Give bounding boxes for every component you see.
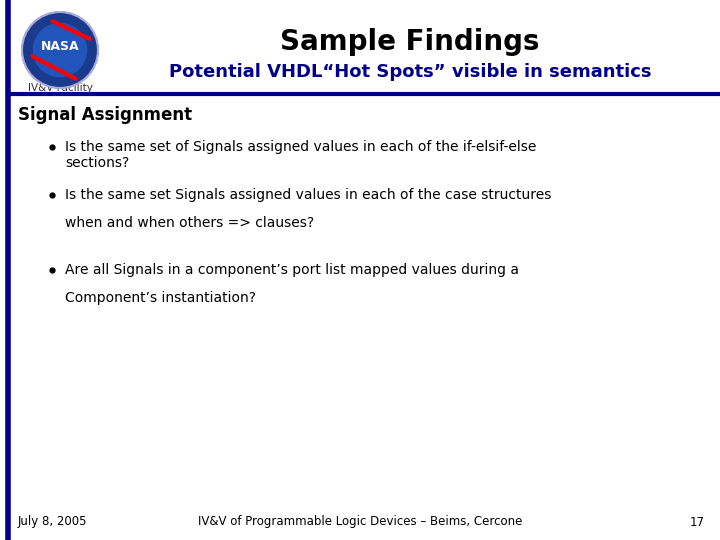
- Ellipse shape: [22, 12, 98, 88]
- Text: when and when others => clauses?: when and when others => clauses?: [65, 216, 314, 230]
- Text: 17: 17: [690, 516, 705, 529]
- Text: Is the same set Signals assigned values in each of the case structures: Is the same set Signals assigned values …: [65, 188, 552, 202]
- Text: IV&V of Programmable Logic Devices – Beims, Cercone: IV&V of Programmable Logic Devices – Bei…: [198, 516, 522, 529]
- Text: NASA: NASA: [41, 39, 79, 52]
- Text: July 8, 2005: July 8, 2005: [18, 516, 88, 529]
- Text: Are all Signals in a component’s port list mapped values during a: Are all Signals in a component’s port li…: [65, 263, 519, 277]
- Text: sections?: sections?: [65, 156, 130, 170]
- Text: Is the same set of Signals assigned values in each of the if-elsif-else: Is the same set of Signals assigned valu…: [65, 140, 536, 154]
- Ellipse shape: [33, 23, 86, 77]
- Text: Potential VHDL“Hot Spots” visible in semantics: Potential VHDL“Hot Spots” visible in sem…: [168, 63, 652, 81]
- Text: Signal Assignment: Signal Assignment: [18, 106, 192, 124]
- Text: IV&V Facility: IV&V Facility: [27, 83, 92, 93]
- Text: Sample Findings: Sample Findings: [280, 28, 540, 56]
- Text: Component’s instantiation?: Component’s instantiation?: [65, 291, 256, 305]
